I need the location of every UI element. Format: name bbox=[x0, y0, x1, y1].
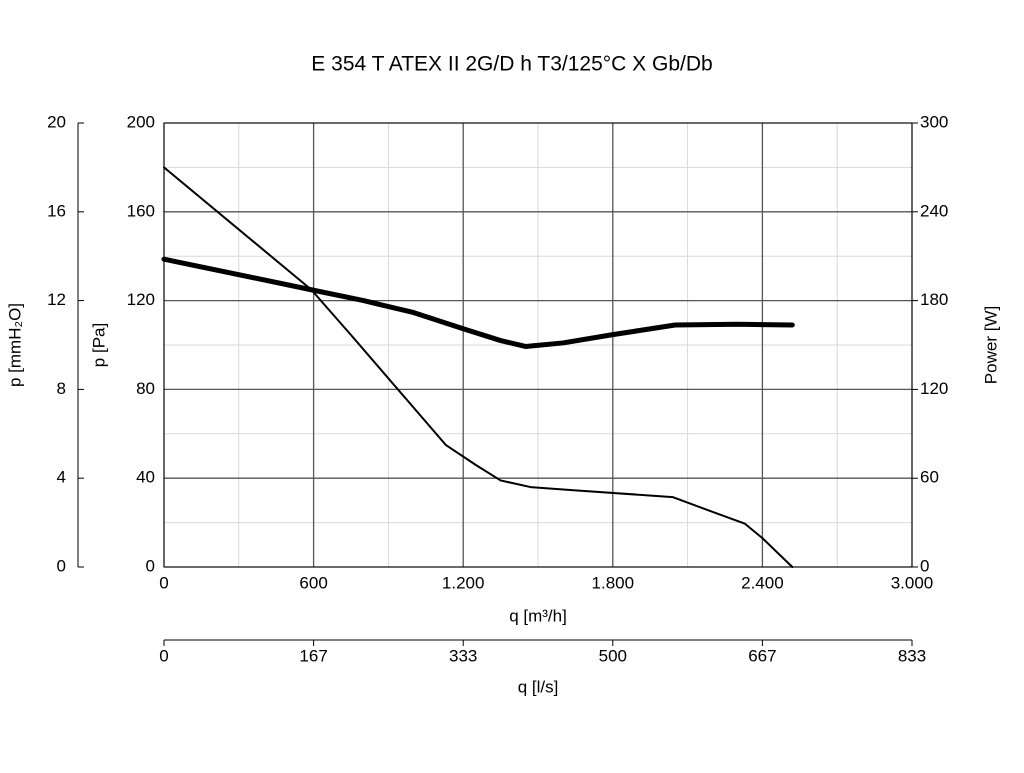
x2-tick-label: 500 bbox=[599, 646, 627, 665]
x2-axis-title: q [l/s] bbox=[518, 677, 559, 696]
y3-tick-label: 0 bbox=[57, 556, 66, 575]
y2-tick-label: 120 bbox=[920, 379, 948, 398]
y-tick-label: 120 bbox=[127, 290, 155, 309]
y-axis-title: p [Pa] bbox=[89, 323, 108, 367]
y2-tick-label: 300 bbox=[920, 112, 948, 131]
y2-tick-label: 0 bbox=[920, 556, 929, 575]
y2-tick-label: 180 bbox=[920, 290, 948, 309]
series-line bbox=[163, 166, 794, 568]
x-tick-label: 2.400 bbox=[741, 573, 784, 592]
y-tick-label: 40 bbox=[136, 468, 155, 487]
x-tick-label: 1.800 bbox=[592, 573, 635, 592]
chart-title: E 354 T ATEX II 2G/D h T3/125°C X Gb/Db bbox=[311, 53, 712, 76]
series-line bbox=[161, 256, 795, 349]
x-tick-label: 0 bbox=[159, 573, 168, 592]
y-tick-label: 160 bbox=[127, 201, 155, 220]
plot-frame bbox=[163, 122, 913, 568]
y3-axis-title: p [mmH₂O] bbox=[5, 303, 24, 387]
x-tick-label: 600 bbox=[299, 573, 327, 592]
y3-tick-label: 16 bbox=[47, 201, 66, 220]
x2-tick-label: 167 bbox=[299, 646, 327, 665]
y2-tick-label: 60 bbox=[920, 468, 939, 487]
x2-tick-label: 333 bbox=[449, 646, 477, 665]
y3-tick-label: 4 bbox=[57, 468, 66, 487]
x2-tick-label: 667 bbox=[748, 646, 776, 665]
x-tick-label: 1.200 bbox=[442, 573, 485, 592]
y-tick-label: 80 bbox=[136, 379, 155, 398]
x-tick-label: 3.000 bbox=[891, 573, 934, 592]
y3-tick-label: 8 bbox=[57, 379, 66, 398]
y3-tick-label: 12 bbox=[47, 290, 66, 309]
y2-axis-title: Power [W] bbox=[981, 306, 1000, 384]
y-tick-label: 200 bbox=[127, 112, 155, 131]
y3-tick-label: 20 bbox=[47, 112, 66, 131]
y2-tick-label: 240 bbox=[920, 201, 948, 220]
x2-tick-label: 833 bbox=[898, 646, 926, 665]
x2-tick-label: 0 bbox=[159, 646, 168, 665]
x-axis-title: q [m³/h] bbox=[509, 606, 567, 625]
y-tick-label: 0 bbox=[146, 556, 155, 575]
